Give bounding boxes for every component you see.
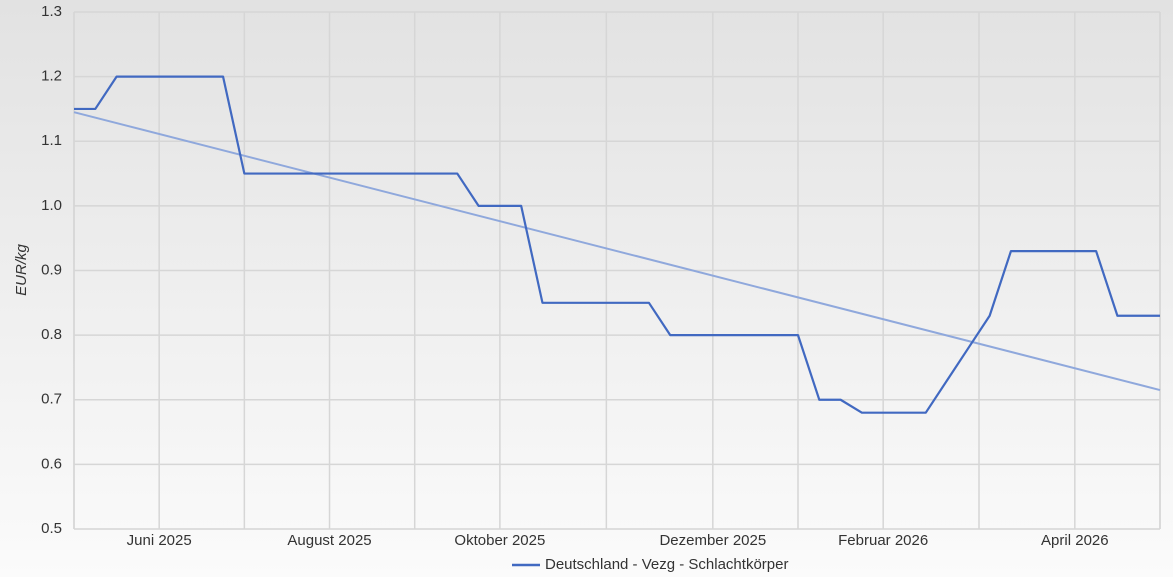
- y-tick-label: 0.9: [41, 261, 62, 278]
- y-tick-label: 1.2: [41, 68, 62, 85]
- y-tick-label: 0.5: [41, 520, 62, 537]
- y-tick-label: 0.8: [41, 326, 62, 343]
- y-axis-label: EUR/kg: [13, 244, 30, 296]
- x-tick-label: April 2026: [1041, 532, 1109, 549]
- x-tick-label: August 2025: [287, 532, 371, 549]
- trend-line: [73, 111, 1161, 392]
- x-tick-label: Februar 2026: [838, 532, 928, 549]
- series-line: [74, 75, 1160, 414]
- y-tick-label: 1.0: [41, 197, 62, 214]
- y-tick-label: 0.7: [41, 391, 62, 408]
- y-tick-label: 1.1: [41, 132, 62, 149]
- x-tick-label: Oktober 2025: [454, 532, 545, 549]
- legend-label: Deutschland - Vezg - Schlachtkörper: [545, 556, 788, 573]
- y-tick-label: 1.3: [41, 3, 62, 20]
- y-tick-label: 0.6: [41, 455, 62, 472]
- x-tick-label: Juni 2025: [127, 532, 192, 549]
- x-tick-label: Dezember 2025: [659, 532, 766, 549]
